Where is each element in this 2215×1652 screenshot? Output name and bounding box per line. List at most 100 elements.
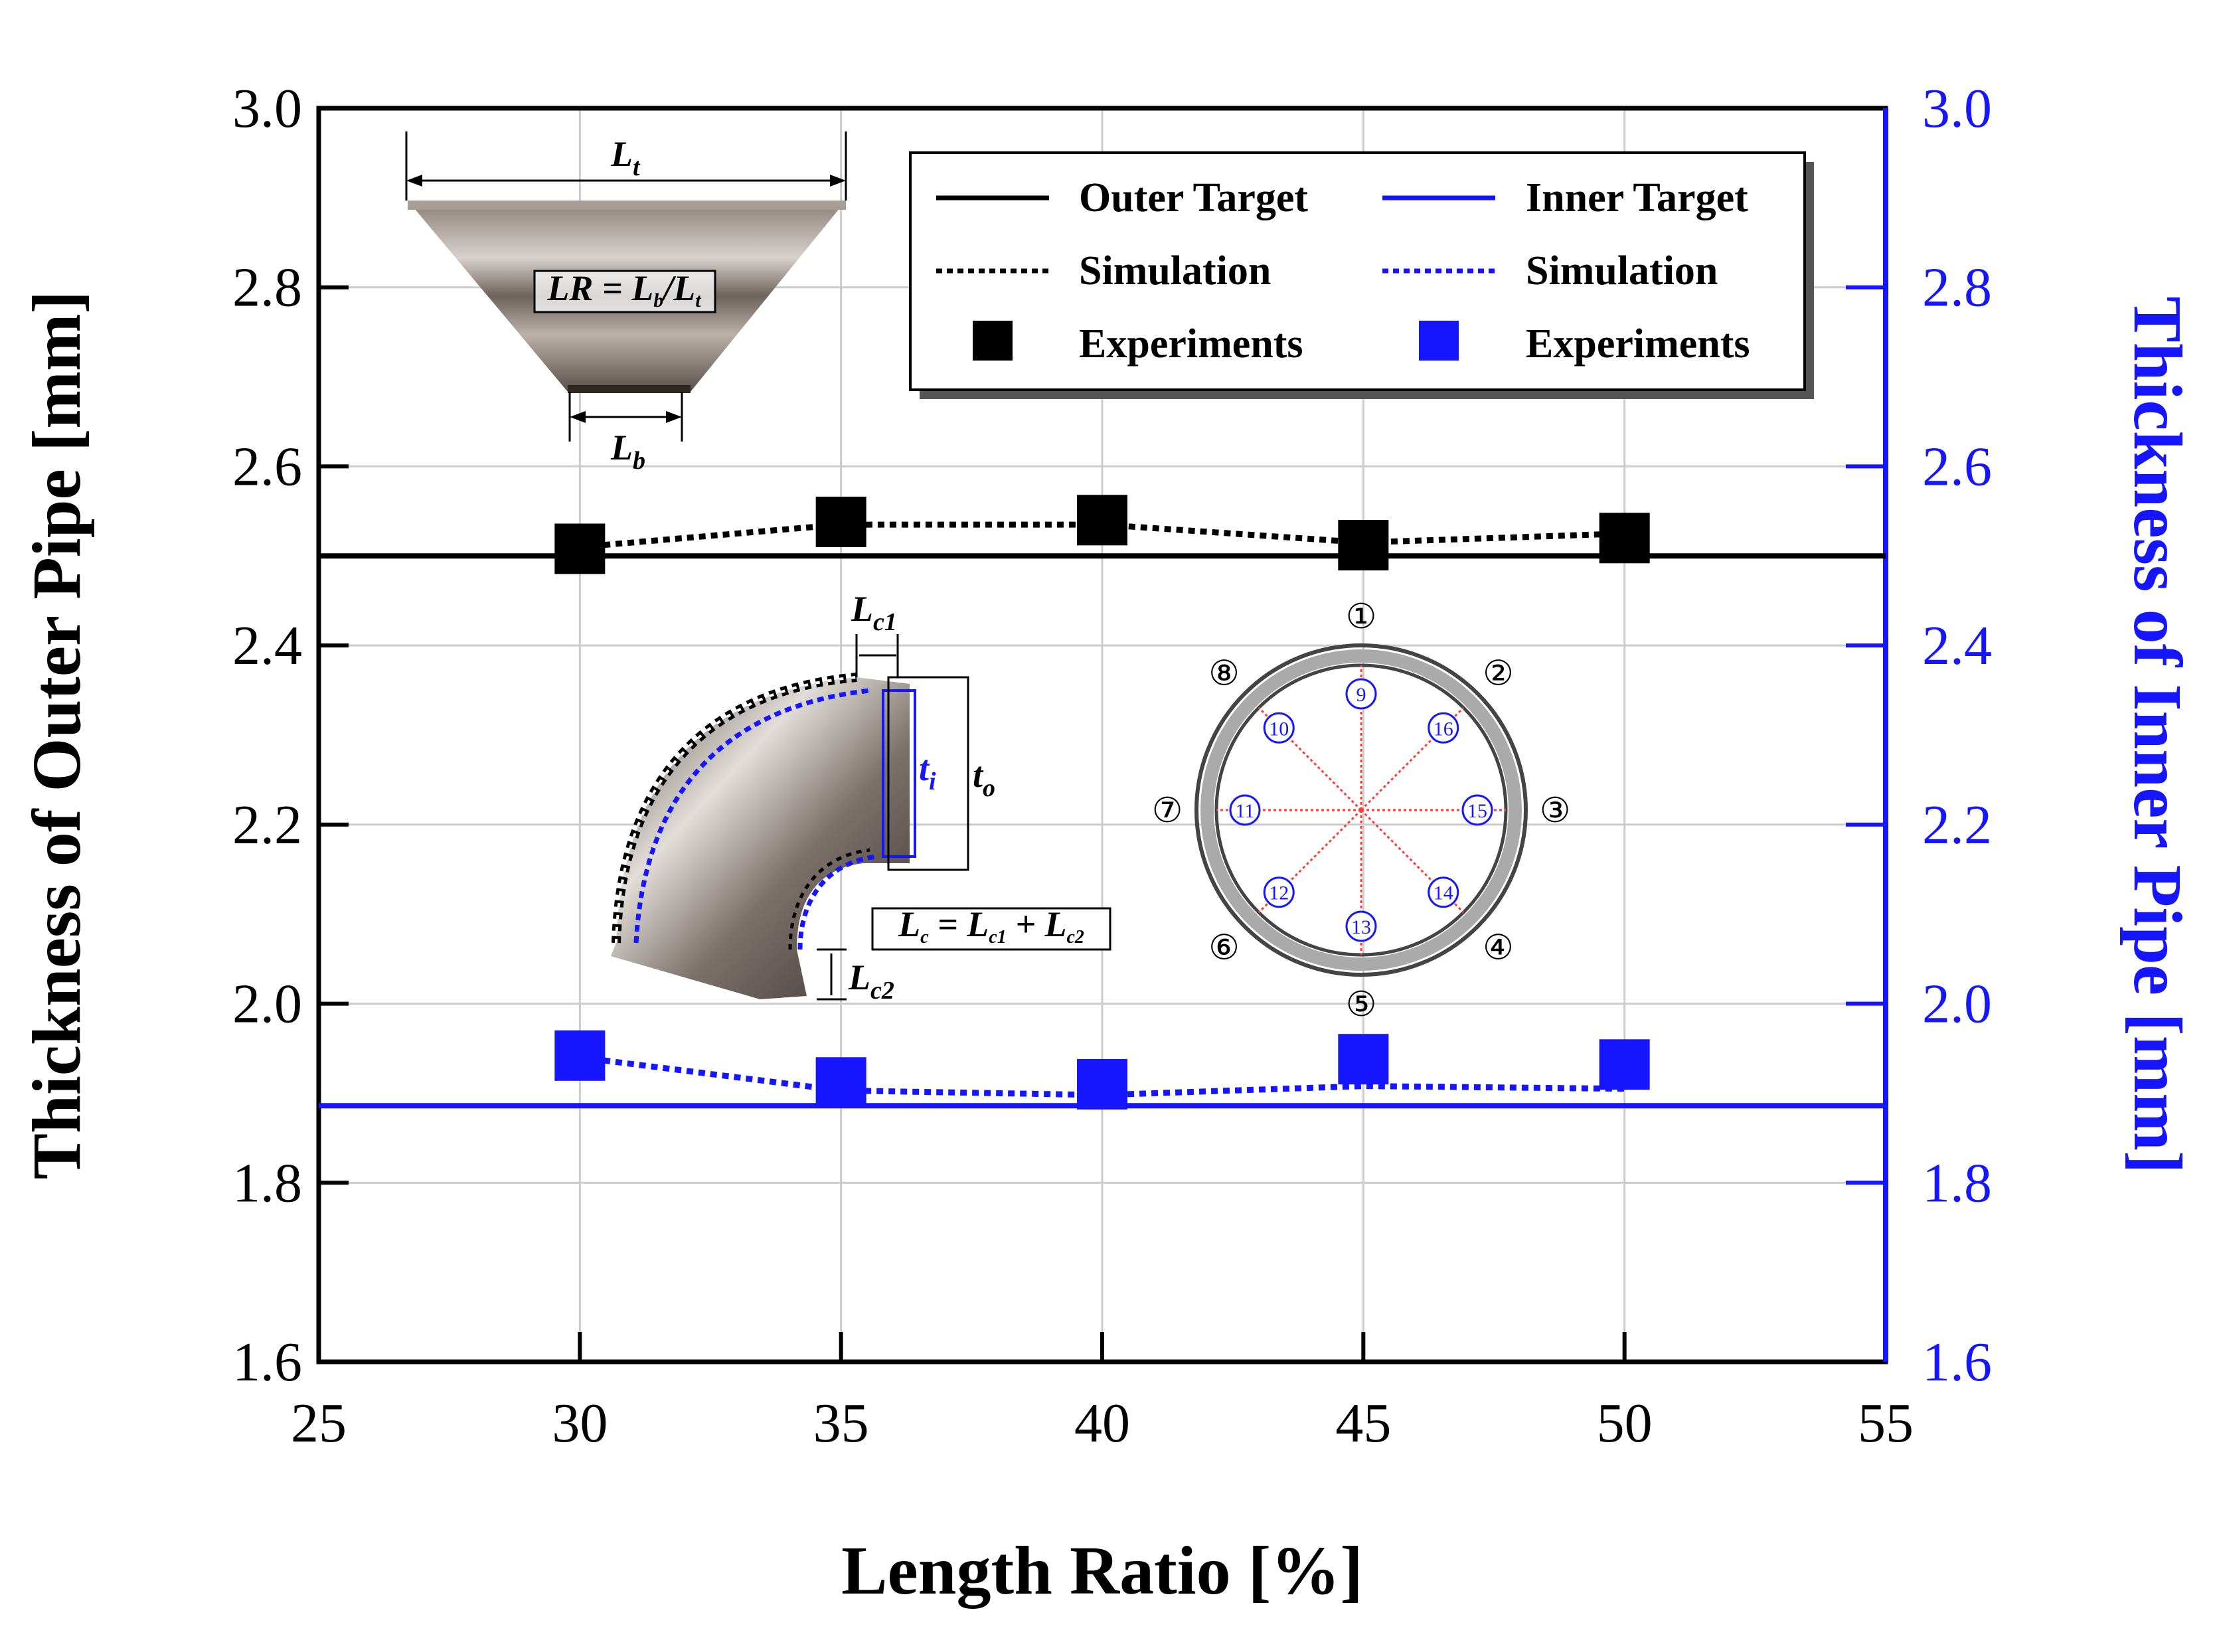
svg-text:Lc = Lc1 + Lc2: Lc = Lc1 + Lc2 — [898, 904, 1084, 948]
svg-text:LR = Lb/Lt: LR = Lb/Lt — [546, 268, 702, 311]
cross-section-labels: ① 9 ② 10 ③ 11 ④ 12 ⑤ 13 ⑥ 14 ⑦ 15 ⑧ 16 — [1152, 598, 1571, 1024]
y-right-tick-label: 2.4 — [1922, 615, 1992, 677]
y-right-tick-label: 3.0 — [1922, 78, 1992, 139]
lc-eq-mid1: = L — [929, 904, 989, 944]
lr-sub1: b — [653, 289, 663, 311]
lr-label: LR = L — [546, 268, 653, 308]
legend-inner-target-label: Inner Target — [1526, 175, 1748, 220]
x-tick-label: 50 — [1597, 1392, 1653, 1454]
lb-label-sub: b — [633, 447, 645, 475]
y-left-tick-label: 1.8 — [232, 1152, 302, 1214]
outer-experiment-point — [815, 497, 866, 548]
lc-eq-mid2: + L — [1007, 904, 1067, 944]
inset-trapezoid-blank: Lt LR = Lb/Lt Lb — [405, 131, 847, 475]
legend-inner-simulation-label: Simulation — [1526, 248, 1718, 293]
inner-point-marker — [1461, 794, 1493, 826]
inner-point-marker — [1229, 794, 1261, 826]
right-y-axis-title: Thickness of Inner Pipe [mm] — [2119, 296, 2196, 1173]
inner-point-marker — [1345, 678, 1377, 710]
svg-text:ti: ti — [919, 748, 936, 795]
x-tick-label: 40 — [1074, 1392, 1130, 1454]
x-tick-label: 55 — [1858, 1392, 1914, 1454]
x-tick-label: 35 — [813, 1392, 869, 1454]
outer-experiment-point — [1599, 513, 1650, 564]
outer-point-label: ① — [1346, 598, 1377, 636]
x-tick-label: 25 — [291, 1392, 347, 1454]
lc1-label: L — [851, 589, 873, 629]
y-right-tick-label: 1.8 — [1922, 1152, 1992, 1214]
svg-text:Lc2: Lc2 — [848, 957, 894, 1005]
svg-text:Lc1: Lc1 — [851, 589, 897, 636]
inner-point-label: 14 — [1434, 882, 1453, 904]
legend-outer-simulation-label: Simulation — [1079, 248, 1271, 293]
lc-eq-label: L — [898, 904, 920, 944]
svg-text:to: to — [973, 755, 995, 802]
to-label: t — [973, 755, 984, 795]
ticks: 25 30 35 40 45 50 551.61.82.02.22.42.62.83.01.… — [232, 78, 1992, 1454]
to-label-sub: o — [983, 774, 995, 802]
inset-cross-section: ① 9 ② 10 ③ 11 ④ 12 ⑤ 13 ⑥ 14 ⑦ 15 ⑧ 16 — [1152, 598, 1571, 1024]
lc-eq-sub2: c2 — [1066, 927, 1084, 948]
y-right-tick-label: 1.6 — [1922, 1331, 1992, 1393]
lt-label: L — [610, 134, 633, 174]
y-left-tick-label: 3.0 — [232, 78, 302, 139]
outer-point-label: ② — [1483, 655, 1514, 693]
lr-sub2: t — [695, 289, 702, 311]
lb-label: L — [610, 428, 633, 467]
inner-experiment-point — [554, 1030, 606, 1081]
x-tick-label: 30 — [552, 1392, 608, 1454]
outer-experiment-point — [554, 523, 606, 574]
lr-formula-box — [533, 270, 716, 313]
legend-outer-experiments-label: Experiments — [1079, 321, 1303, 367]
outer-pipe-ring — [1194, 643, 1528, 977]
outer-experiment-point — [1338, 520, 1389, 571]
inner-point-label: 15 — [1467, 800, 1487, 822]
lc-formula-box — [871, 907, 1111, 951]
y-left-tick-label: 1.6 — [232, 1331, 302, 1393]
inner-point-label: 16 — [1434, 718, 1453, 740]
outer-point-label: ⑦ — [1152, 792, 1183, 830]
ti-label-sub: i — [929, 768, 936, 795]
inner-point-marker — [1428, 876, 1459, 908]
lc2-label: L — [848, 957, 870, 997]
inner-point-label: 12 — [1269, 882, 1289, 904]
lc1-label-sub: c1 — [873, 608, 897, 636]
lc2-label-sub: c2 — [870, 977, 894, 1005]
outer-point-label: ⑤ — [1346, 986, 1377, 1024]
inset-elbow-pipe: Lc1 ti to Lc = Lc1 + Lc2 Lc2 — [611, 589, 1111, 1005]
y-left-tick-label: 2.4 — [232, 615, 302, 677]
inner-point-marker — [1428, 712, 1459, 744]
inner-experiment-point — [1077, 1058, 1127, 1110]
y-left-tick-label: 2.6 — [232, 436, 302, 497]
y-right-tick-label: 2.2 — [1922, 794, 1992, 856]
svg-text:Lt: Lt — [610, 134, 641, 181]
elbow-metal-body — [611, 677, 910, 999]
inner-experiment-point — [815, 1057, 866, 1108]
left-y-axis-title: Thickness of Outer Pipe [mm] — [19, 291, 95, 1179]
inner-point-label: 9 — [1356, 684, 1366, 706]
legend: Outer Target Inner Target Simulation Sim… — [909, 151, 1814, 399]
inner-point-label: 13 — [1351, 916, 1371, 938]
outer-point-label: ⑧ — [1208, 655, 1240, 693]
lc-eq-sub1: c1 — [989, 927, 1006, 948]
y-left-tick-label: 2.2 — [232, 794, 302, 856]
outer-experiment-point — [1077, 495, 1127, 546]
lt-label-sub: t — [633, 153, 641, 181]
inner-point-marker — [1263, 712, 1295, 744]
y-left-tick-label: 2.0 — [232, 973, 302, 1035]
x-tick-label: 45 — [1335, 1392, 1391, 1454]
lc-eq-sub: c — [920, 927, 929, 948]
y-right-tick-label: 2.8 — [1922, 257, 1992, 319]
inner-experiment-point — [1338, 1034, 1389, 1085]
legend-outer-target-label: Outer Target — [1079, 175, 1308, 220]
y-left-tick-label: 2.8 — [232, 257, 302, 319]
series — [554, 495, 1650, 1110]
legend-inner-experiments-swatch — [1419, 321, 1459, 361]
ti-label: t — [919, 748, 930, 788]
inner-simulation-line — [579, 1054, 1625, 1098]
x-axis-title: Length Ratio [%] — [841, 1532, 1363, 1609]
legend-inner-experiments-label: Experiments — [1526, 321, 1750, 367]
y-right-tick-label: 2.6 — [1922, 436, 1992, 497]
outer-point-label: ④ — [1483, 929, 1514, 967]
